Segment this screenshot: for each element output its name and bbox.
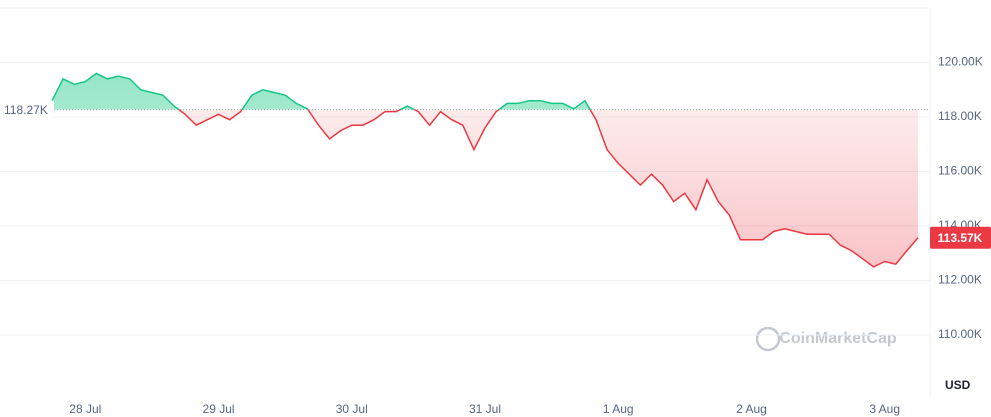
price-line-down	[177, 109, 919, 268]
x-tick-label: 28 Jul	[69, 402, 101, 416]
last-price-label: 113.57K	[938, 231, 983, 245]
last-price-badge	[930, 226, 991, 249]
area-down	[52, 109, 918, 267]
y-unit: USD	[945, 378, 971, 392]
reference-label-bg	[0, 100, 54, 119]
x-tick-label: 2 Aug	[736, 402, 767, 416]
x-tick-label: 30 Jul	[336, 402, 368, 416]
reference-label: 118.27K	[4, 103, 48, 117]
area-up	[52, 73, 591, 110]
x-tick-label: 31 Jul	[469, 402, 501, 416]
y-tick-label: 118.00K	[938, 109, 982, 123]
watermark-logo	[755, 326, 781, 352]
y-tick-label: 116.00K	[938, 164, 982, 178]
y-tick-label: 120.00K	[938, 55, 983, 69]
watermark: CoinMarketCap	[779, 330, 897, 347]
x-tick-label: 29 Jul	[203, 402, 235, 416]
y-tick-label: 112.00K	[938, 273, 982, 287]
y-tick-label: 110.00K	[938, 327, 982, 341]
x-tick-label: 1 Aug	[603, 402, 634, 416]
x-tick-label: 3 Aug	[869, 402, 900, 416]
